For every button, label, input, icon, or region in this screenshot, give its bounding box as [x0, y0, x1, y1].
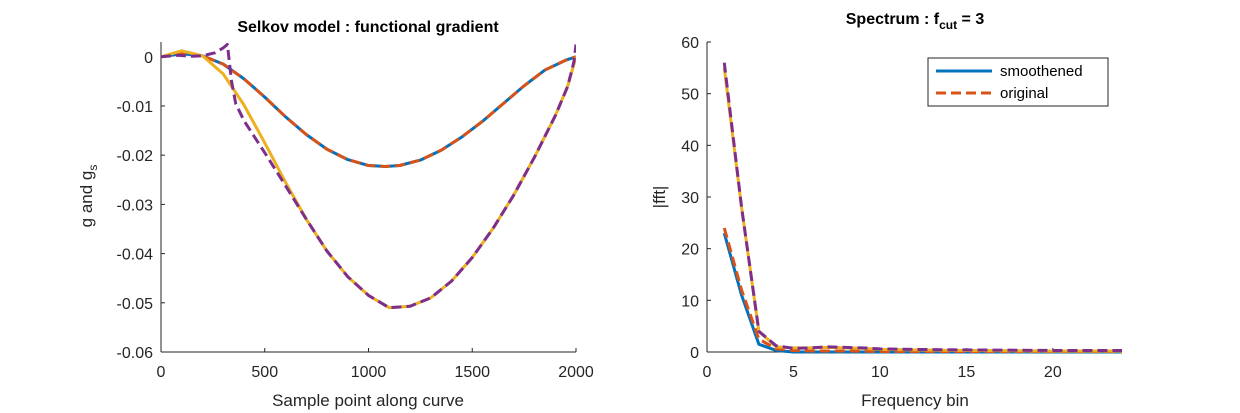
spectrum-chart-y-tick-label: 20 [681, 242, 699, 259]
gradient-chart-plot-area: 0 500 1000 1500 2000 0 -0.01 -0.02 -0.03 -0.04 -0.… [117, 42, 594, 381]
gradient-chart-y-tick-label: -0.02 [117, 148, 154, 165]
gradient-chart-y-tick-label: 0 [144, 50, 153, 67]
spectrum-chart: Spectrum : fcut = 3 Frequency bin |fft| … [650, 11, 1122, 410]
gradient-chart-xlabel: Sample point along curve [272, 391, 464, 410]
spectrum-chart-x-tick-label: 0 [703, 364, 712, 381]
legend-label-1: smoothened [1000, 63, 1083, 80]
spectrum-chart-plot-area: 0 5 10 15 20 0 10 20 30 40 50 60 [681, 35, 1122, 381]
spectrum-chart-xlabel: Frequency bin [861, 391, 969, 410]
spectrum-chart-x-tick-label: 15 [957, 364, 975, 381]
spectrum-chart-y-tick-label: 30 [681, 190, 699, 207]
gradient-chart-x-tick-label: 2000 [558, 364, 594, 381]
gradient-chart-y-tick-label: -0.05 [117, 296, 154, 313]
gradient-chart: Selkov model : functional gradient Sampl… [77, 19, 594, 410]
gradient-chart-y-tick-label: -0.01 [117, 99, 154, 116]
gradient-chart-x-tick-label: 0 [157, 364, 166, 381]
gradient-chart-y-tick-label: -0.04 [117, 247, 154, 264]
gradient-chart-x-tick-label: 1500 [454, 364, 490, 381]
gradient-chart-x-tick-label: 1000 [351, 364, 387, 381]
gradient-chart-y-tick-label: -0.06 [117, 345, 154, 362]
spectrum-chart-legend: smoothened original [927, 57, 1109, 107]
gradient-chart-ylabel-subscript: s [86, 165, 100, 171]
spectrum-chart-title: Spectrum : fcut = 3 [846, 11, 985, 32]
gradient-chart-series-2-line [161, 52, 576, 168]
gradient-chart-ylabel: g and gs [77, 165, 100, 228]
spectrum-chart-title-suffix: = 3 [957, 11, 984, 28]
spectrum-chart-title-base: Spectrum : f [846, 11, 940, 28]
spectrum-chart-y-tick-label: 40 [681, 138, 699, 155]
spectrum-chart-title-subscript: cut [939, 18, 957, 32]
legend-box [927, 57, 1109, 107]
spectrum-chart-ylabel: |fft| [650, 186, 669, 209]
gradient-chart-y-tick-label: -0.03 [117, 197, 154, 214]
spectrum-chart-x-tick-label: 10 [871, 364, 889, 381]
spectrum-chart-y-tick-label: 60 [681, 35, 699, 52]
spectrum-chart-series-2-line [722, 227, 1122, 353]
gradient-chart-series-4-line [161, 42, 576, 310]
spectrum-chart-y-tick-label: 50 [681, 87, 699, 104]
spectrum-chart-y-tick-label: 10 [681, 293, 699, 310]
spectrum-chart-x-tick-label: 5 [789, 364, 798, 381]
gradient-chart-x-tick-label: 500 [251, 364, 278, 381]
spectrum-chart-y-tick-label: 0 [690, 345, 699, 362]
spectrum-chart-x-tick-label: 20 [1044, 364, 1062, 381]
spectrum-chart-series-4-line [722, 62, 1122, 352]
gradient-chart-title: Selkov model : functional gradient [237, 19, 499, 36]
gradient-chart-ylabel-base: g and g [77, 171, 96, 228]
legend-label-2: original [1000, 85, 1048, 102]
